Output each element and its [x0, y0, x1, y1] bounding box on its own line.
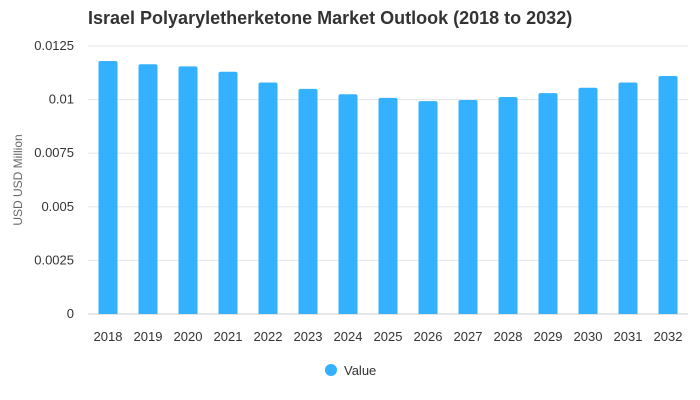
bars	[98, 61, 678, 315]
bar-2019[interactable]	[138, 64, 158, 314]
legend-label-value: Value	[344, 363, 376, 378]
x-axis-ticks: 2018 2019 2020 2021 2022 2023 2024 2025 2026 2027…	[94, 329, 683, 344]
chart-title: Israel Polyaryletherketone Market Outloo…	[88, 8, 573, 28]
bar-2018[interactable]	[98, 61, 118, 315]
bar-2031[interactable]	[618, 82, 638, 314]
bar-2021[interactable]	[218, 71, 238, 314]
x-tick-label: 2028	[494, 329, 523, 344]
bar-2023[interactable]	[298, 88, 318, 314]
x-tick-label: 2020	[174, 329, 203, 344]
y-tick-label: 0.01	[49, 92, 74, 107]
y-axis-ticks: 0 0.0025 0.005 0.0075 0.01 0.0125	[34, 38, 74, 321]
x-tick-label: 2024	[334, 329, 363, 344]
bar-2024[interactable]	[338, 94, 358, 315]
bar-2032[interactable]	[658, 76, 678, 315]
x-tick-label: 2021	[214, 329, 243, 344]
bar-2020[interactable]	[178, 66, 198, 314]
bar-2026[interactable]	[418, 101, 438, 314]
x-tick-label: 2027	[454, 329, 483, 344]
bar-2028[interactable]	[498, 97, 518, 315]
bar-2027[interactable]	[458, 100, 478, 314]
x-tick-label: 2018	[94, 329, 123, 344]
y-tick-label: 0.005	[41, 199, 74, 214]
bar-2025[interactable]	[378, 97, 398, 315]
y-tick-label: 0.0075	[34, 145, 74, 160]
y-tick-label: 0	[67, 306, 74, 321]
bar-2029[interactable]	[538, 93, 558, 314]
legend-swatch	[325, 364, 337, 376]
x-tick-label: 2029	[534, 329, 563, 344]
y-axis-title: USD USD Million	[11, 134, 25, 225]
y-tick-label: 0.0125	[34, 38, 74, 53]
x-tick-label: 2031	[614, 329, 643, 344]
x-tick-label: 2030	[574, 329, 603, 344]
legend[interactable]: Value	[325, 363, 376, 378]
bar-2022[interactable]	[258, 82, 278, 314]
y-tick-label: 0.0025	[34, 252, 74, 267]
bar-2030[interactable]	[578, 87, 598, 314]
x-tick-label: 2032	[654, 329, 683, 344]
x-tick-label: 2026	[414, 329, 443, 344]
x-tick-label: 2019	[134, 329, 163, 344]
x-tick-label: 2025	[374, 329, 403, 344]
x-tick-label: 2023	[294, 329, 323, 344]
x-tick-label: 2022	[254, 329, 283, 344]
